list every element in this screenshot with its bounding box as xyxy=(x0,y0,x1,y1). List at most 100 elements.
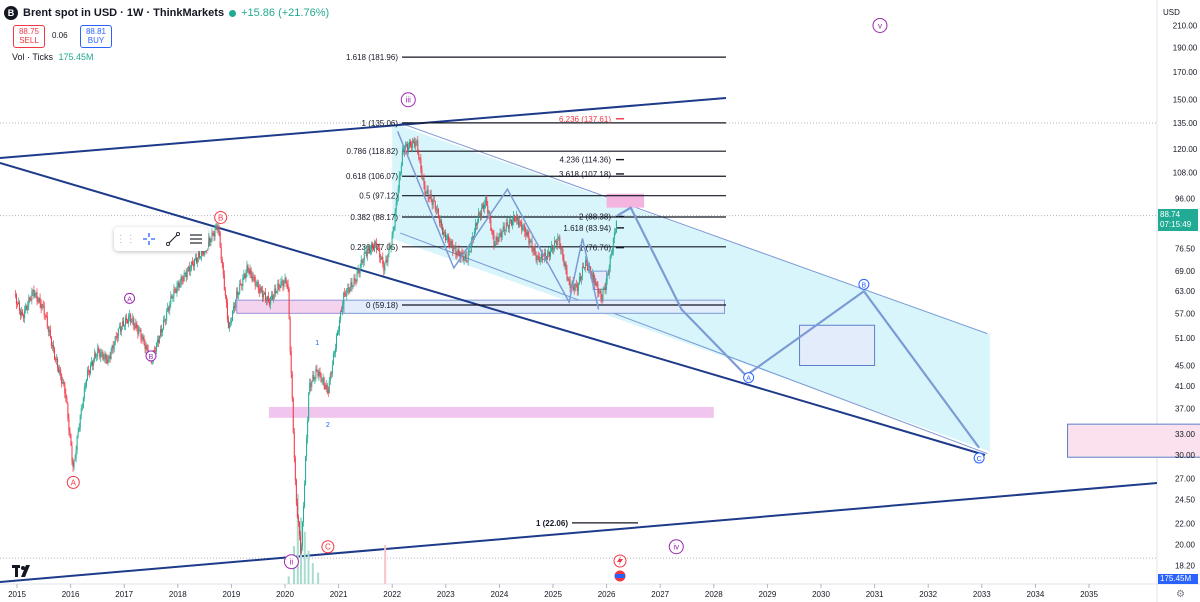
candle-body xyxy=(511,220,513,226)
candle-body xyxy=(474,223,476,232)
corrective-wave-path xyxy=(396,131,600,310)
volume-legend[interactable]: Vol · Ticks 175.45M xyxy=(12,52,94,62)
price-axis-tick: 30.00 xyxy=(1175,451,1196,460)
trendline-tool-icon[interactable] xyxy=(165,231,181,247)
fib-level-label: 0.618 (106.07) xyxy=(346,172,398,181)
candle-body xyxy=(56,358,58,360)
candle-body xyxy=(296,503,298,518)
fib-levels-icon[interactable] xyxy=(188,231,204,247)
price-axis-tick: 24.50 xyxy=(1175,496,1196,505)
candle-body xyxy=(424,184,426,195)
wave-label-text: C xyxy=(325,543,331,552)
candle-body xyxy=(541,253,543,260)
candle-body xyxy=(222,263,224,275)
candle-body xyxy=(173,289,175,298)
candle-body xyxy=(410,141,412,147)
candle-body xyxy=(232,310,234,322)
candle-body xyxy=(446,239,448,241)
candle-body xyxy=(609,256,611,268)
candle-body xyxy=(353,278,355,286)
candle-body xyxy=(348,287,350,293)
candle-body xyxy=(495,237,497,245)
time-axis-tick: 2024 xyxy=(491,590,509,599)
candle-body xyxy=(43,306,45,316)
candle-body xyxy=(350,282,352,288)
candle-body xyxy=(313,375,315,380)
wave-label-text: v xyxy=(878,21,882,30)
candle-body xyxy=(17,302,19,305)
candle-body xyxy=(77,431,79,436)
price-axis-tick: 210.00 xyxy=(1173,21,1198,30)
candle-body xyxy=(285,278,287,284)
buy-button[interactable]: 88.81 BUY xyxy=(80,25,112,48)
candle-body xyxy=(316,369,318,371)
volume-bar xyxy=(307,550,310,584)
wave-label-circle xyxy=(66,475,80,489)
candle-body xyxy=(215,225,217,230)
candle-body xyxy=(551,245,553,252)
candle-body xyxy=(52,345,54,349)
candle-body xyxy=(16,304,18,305)
candle-body xyxy=(559,237,561,249)
candle-body xyxy=(370,243,372,250)
volume-bar xyxy=(384,545,387,584)
candle-body xyxy=(327,389,329,394)
candle-body xyxy=(291,373,293,399)
candle-body xyxy=(292,398,294,433)
candle-body xyxy=(79,414,81,428)
candle-body xyxy=(244,274,246,279)
drag-handle-icon[interactable]: ⋮⋮ xyxy=(115,233,136,245)
support-zone-box xyxy=(236,299,345,314)
candle-body xyxy=(14,294,16,296)
last-price-value: 88.74 xyxy=(1160,210,1181,219)
fib-extension-label: 4.236 (114.36) xyxy=(560,156,612,165)
wave-label-circle xyxy=(743,372,755,384)
candle-body xyxy=(92,361,94,366)
candle-body xyxy=(216,225,218,231)
currency-unit-label[interactable]: USD xyxy=(1163,8,1180,17)
candle-body xyxy=(378,247,380,249)
candle-body xyxy=(36,292,38,301)
time-axis-tick: 2033 xyxy=(973,590,991,599)
candle-body xyxy=(497,240,499,242)
time-axis-tick: 2028 xyxy=(705,590,723,599)
candle-body xyxy=(24,310,26,319)
candle-body xyxy=(203,251,205,255)
candle-body xyxy=(375,242,377,244)
sell-button[interactable]: 88.75 SELL xyxy=(13,25,45,48)
candle-body xyxy=(238,292,240,295)
candle-body xyxy=(260,287,262,291)
buy-label: BUY xyxy=(87,36,105,45)
chart-settings-gear-icon[interactable]: ⚙ xyxy=(1176,589,1185,600)
candle-body xyxy=(601,298,603,300)
candle-body xyxy=(367,247,369,250)
candle-body xyxy=(330,373,332,375)
candle-body xyxy=(560,248,562,251)
wave-label-circle xyxy=(400,92,416,108)
candle-body xyxy=(264,292,266,301)
fib-level-label: 0.5 (97.12) xyxy=(359,192,398,201)
candle-body xyxy=(179,283,181,288)
crosshair-icon[interactable] xyxy=(141,231,157,247)
candle-body xyxy=(288,288,290,319)
candle-body xyxy=(394,211,396,227)
symbol-title[interactable]: Brent spot in USD · 1W · ThinkMarkets xyxy=(23,7,225,19)
candle-body xyxy=(430,194,432,200)
candle-body xyxy=(113,344,115,349)
candle-body xyxy=(432,200,434,205)
price-axis-tick: 18.20 xyxy=(1175,561,1196,570)
candle-body xyxy=(224,290,226,296)
candle-body xyxy=(342,304,344,312)
fib-level-label: 1.618 (181.96) xyxy=(346,53,398,62)
candle-body xyxy=(331,365,333,374)
candle-body xyxy=(340,311,342,320)
candle-body xyxy=(115,336,117,338)
candle-body xyxy=(294,458,296,481)
candle-body xyxy=(525,232,527,236)
wave-label-text: 1 xyxy=(315,340,319,347)
candle-body xyxy=(339,319,341,331)
channel-lower-line xyxy=(400,232,988,455)
flag-us-icon xyxy=(615,574,625,578)
candle-body xyxy=(312,375,314,381)
